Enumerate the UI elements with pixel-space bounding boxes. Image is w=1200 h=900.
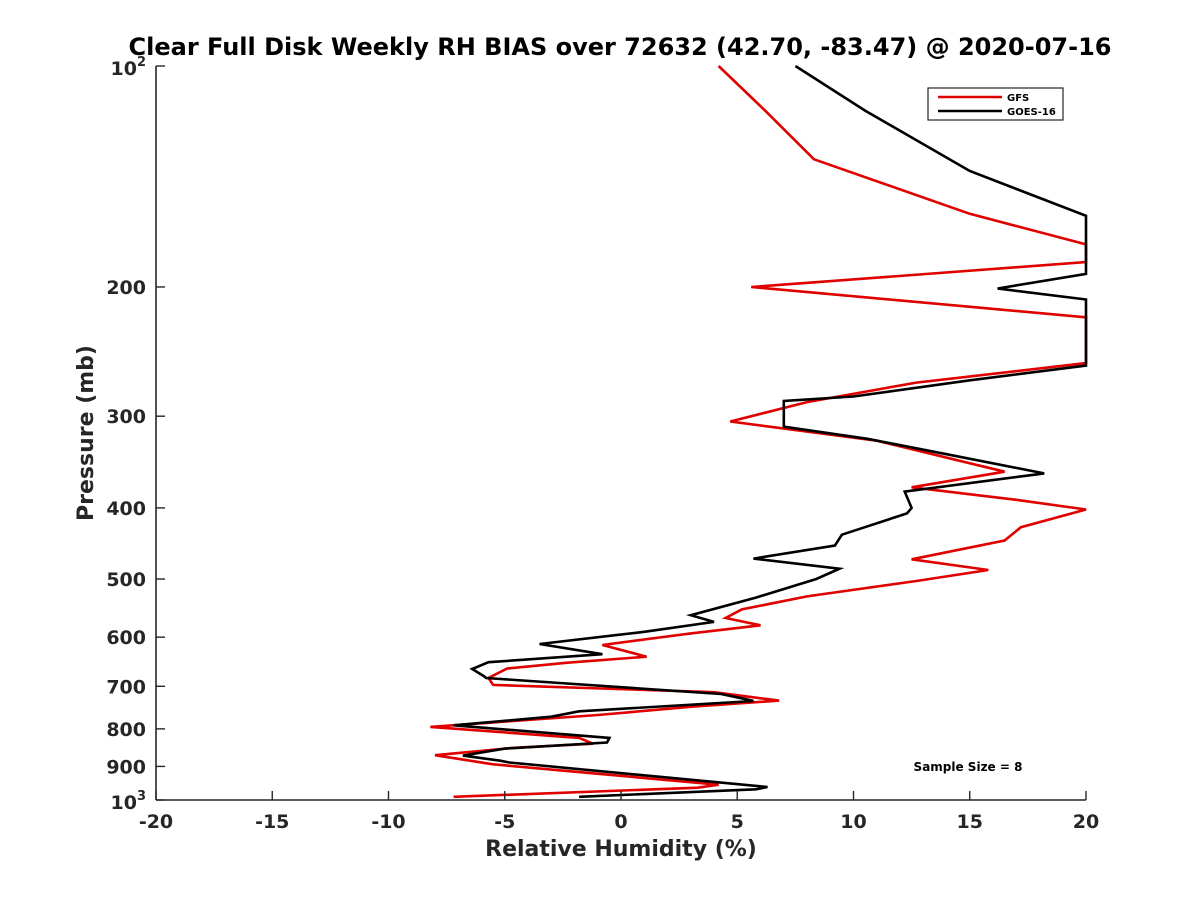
series-line-goes16 <box>453 64 1088 799</box>
y-tick-base-bottom: 10 <box>111 792 137 814</box>
y-tick-label: 400 <box>106 498 146 520</box>
x-tick-label: -15 <box>255 811 289 833</box>
x-tick-label: 15 <box>957 811 983 833</box>
y-tick-label: 300 <box>106 406 146 428</box>
x-tick-label: 0 <box>614 811 627 833</box>
x-tick-label: 20 <box>1073 811 1099 833</box>
y-tick-label-bottom: 103 <box>111 789 147 814</box>
y-tick-label: 600 <box>106 627 146 649</box>
x-tick-label: -10 <box>371 811 405 833</box>
svg-text:103: 103 <box>111 789 147 814</box>
legend-label-goes16: GOES-16 <box>1007 107 1056 118</box>
y-tick-base-top: 10 <box>111 58 137 80</box>
svg-text:102: 102 <box>111 55 147 80</box>
y-tick-label: 700 <box>106 676 146 698</box>
y-tick-label: 800 <box>106 719 146 741</box>
y-tick-label: 500 <box>106 569 146 591</box>
y-tick-exp-top: 2 <box>137 55 146 70</box>
x-ticks: -20 -15 -10 -5 0 5 10 15 20 <box>139 791 1099 833</box>
chart-title: Clear Full Disk Weekly RH BIAS over 7263… <box>129 33 1112 61</box>
legend: GFS GOES-16 <box>927 87 1064 121</box>
plot-series <box>430 64 1088 799</box>
legend-box <box>927 87 1064 121</box>
x-tick-label: -5 <box>494 811 515 833</box>
y-tick-label: 900 <box>106 756 146 778</box>
x-axis-label: Relative Humidity (%) <box>485 837 757 862</box>
y-tick-label: 200 <box>106 277 146 299</box>
y-tick-label-top: 102 <box>111 55 147 80</box>
x-tick-label: -20 <box>139 811 173 833</box>
y-axis-label: Pressure (mb) <box>74 345 99 521</box>
sample-size-annotation: Sample Size = 8 <box>914 760 1023 774</box>
y-tick-exp-bottom: 3 <box>137 789 146 804</box>
x-tick-label: 5 <box>731 811 744 833</box>
x-tick-label: 10 <box>840 811 866 833</box>
y-ticks: 200 300 400 500 600 700 800 900 <box>106 65 165 801</box>
legend-label-gfs: GFS <box>1007 93 1029 104</box>
